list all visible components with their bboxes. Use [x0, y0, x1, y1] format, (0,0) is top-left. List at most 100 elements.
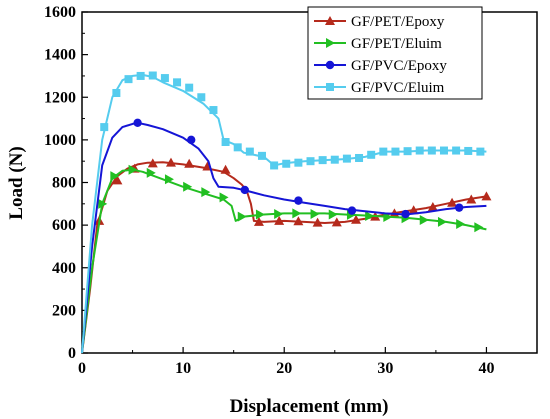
- data-point-gf-pvc-eluim: [403, 147, 412, 156]
- series-gf-pet-eluim: [81, 164, 487, 354]
- y-tick-label: 0: [68, 345, 76, 362]
- data-point-gf-pvc-eluim: [342, 154, 351, 163]
- data-point-gf-pet-eluim: [237, 211, 247, 222]
- data-point-gf-pet-epoxy: [147, 158, 158, 168]
- data-point-gf-pvc-eluim: [257, 151, 266, 160]
- data-point-gf-pet-epoxy: [466, 194, 477, 204]
- data-point-gf-pet-epoxy: [293, 216, 304, 226]
- data-point-gf-pet-eluim: [128, 164, 138, 175]
- data-point-gf-pvc-epoxy: [347, 206, 357, 215]
- data-point-gf-pet-eluim: [183, 181, 193, 192]
- legend-label: GF/PVC/Epoxy: [351, 58, 447, 74]
- x-tick-label: 30: [377, 360, 393, 377]
- series-gf-pvc-eluim: [81, 71, 487, 354]
- data-point-gf-pet-eluim: [419, 215, 429, 226]
- data-point-gf-pet-eluim: [274, 209, 284, 220]
- y-tick-label: 1000: [44, 132, 76, 149]
- data-point-gf-pet-eluim: [365, 210, 375, 221]
- data-point-gf-pvc-epoxy: [401, 209, 410, 219]
- data-point-gf-pvc-epoxy: [133, 118, 142, 128]
- data-point-gf-pvc-eluim: [221, 138, 230, 147]
- data-point-gf-pet-eluim: [456, 219, 466, 230]
- legend-entry-gf-pvc-eluim: GF/PVC/Eluim: [314, 80, 445, 96]
- data-point-gf-pet-eluim: [98, 198, 108, 209]
- y-axis-title: Load (N): [6, 146, 27, 219]
- series-line-gf-pet-epoxy: [81, 161, 487, 354]
- data-point-gf-pet-eluim: [383, 212, 393, 223]
- y-tick-label: 800: [52, 175, 76, 192]
- data-point-gf-pvc-eluim: [112, 88, 121, 97]
- data-point-gf-pvc-eluim: [136, 71, 145, 80]
- legend-marker: [325, 16, 335, 25]
- data-point-gf-pvc-eluim: [427, 146, 436, 155]
- x-tick-label: 10: [175, 360, 191, 377]
- legend-marker: [326, 38, 335, 48]
- data-point-gf-pvc-eluim: [476, 147, 485, 156]
- data-point-gf-pvc-eluim: [391, 147, 400, 156]
- data-point-gf-pvc-eluim: [197, 93, 206, 102]
- data-point-gf-pet-eluim: [255, 209, 265, 220]
- data-point-gf-pvc-eluim: [270, 161, 279, 170]
- data-point-gf-pvc-eluim: [306, 157, 315, 166]
- data-point-gf-pvc-epoxy: [187, 135, 196, 145]
- x-axis-title: Displacement (mm): [230, 396, 389, 417]
- data-point-gf-pvc-eluim: [379, 147, 388, 156]
- series-gf-pvc-epoxy: [81, 118, 487, 354]
- data-point-gf-pvc-eluim: [185, 83, 194, 92]
- data-point-gf-pet-eluim: [437, 216, 447, 227]
- y-tick-label: 1400: [44, 47, 76, 64]
- data-point-gf-pvc-eluim: [452, 146, 461, 155]
- data-point-gf-pvc-epoxy: [454, 203, 464, 212]
- data-point-gf-pet-eluim: [201, 187, 211, 198]
- data-point-gf-pvc-eluim: [124, 75, 133, 84]
- data-point-gf-pet-eluim: [474, 222, 484, 233]
- data-point-gf-pet-eluim: [164, 174, 174, 185]
- data-point-gf-pvc-eluim: [330, 155, 339, 164]
- data-point-gf-pet-eluim: [292, 208, 302, 219]
- y-tick-label: 400: [52, 260, 76, 277]
- legend-label: GF/PET/Epoxy: [351, 14, 445, 30]
- y-tick-label: 600: [52, 217, 76, 234]
- legend-entry-gf-pet-epoxy: GF/PET/Epoxy: [314, 14, 445, 30]
- data-point-gf-pvc-eluim: [173, 78, 182, 87]
- data-point-gf-pvc-eluim: [209, 106, 218, 115]
- data-point-gf-pet-epoxy: [331, 217, 342, 227]
- series-gf-pet-epoxy: [81, 157, 492, 354]
- data-point-gf-pvc-eluim: [233, 143, 242, 152]
- legend-entry-gf-pet-eluim: GF/PET/Eluim: [314, 36, 442, 52]
- legend-label: GF/PVC/Eluim: [351, 80, 445, 96]
- data-point-gf-pet-epoxy: [408, 205, 419, 215]
- y-tick-label: 1600: [44, 4, 76, 21]
- data-point-gf-pet-epoxy: [447, 197, 458, 207]
- data-point-gf-pvc-eluim: [415, 146, 424, 155]
- data-point-gf-pvc-eluim: [318, 156, 327, 165]
- data-point-gf-pvc-epoxy: [240, 185, 249, 195]
- data-point-gf-pet-eluim: [110, 171, 120, 182]
- data-point-gf-pvc-eluim: [148, 71, 157, 80]
- data-point-gf-pvc-eluim: [355, 153, 364, 162]
- data-point-gf-pet-eluim: [219, 192, 229, 203]
- data-point-gf-pet-eluim: [310, 209, 320, 220]
- legend-marker: [326, 83, 334, 91]
- legend-marker: [325, 60, 335, 70]
- legend: GF/PET/Epoxy GF/PET/Eluim GF/PVC/Epoxy GF/P…: [307, 6, 483, 100]
- x-tick-label: 20: [276, 360, 292, 377]
- series-line-gf-pet-eluim: [81, 168, 487, 354]
- data-point-gf-pet-epoxy: [253, 216, 264, 226]
- series-line-gf-pvc-epoxy: [81, 121, 487, 354]
- data-point-gf-pet-epoxy: [165, 157, 176, 167]
- x-tick-label: 0: [78, 360, 86, 377]
- data-point-gf-pet-epoxy: [481, 191, 492, 201]
- data-point-gf-pvc-eluim: [245, 147, 254, 156]
- data-point-gf-pvc-eluim: [160, 74, 169, 83]
- series-layer: [81, 71, 492, 354]
- data-point-gf-pet-epoxy: [351, 214, 362, 224]
- data-point-gf-pvc-eluim: [439, 146, 448, 155]
- x-tick-label: 40: [478, 360, 494, 377]
- data-point-gf-pet-epoxy: [184, 158, 195, 168]
- data-point-gf-pvc-eluim: [282, 159, 291, 168]
- data-point-gf-pet-epoxy: [274, 215, 285, 225]
- data-point-gf-pet-eluim: [146, 167, 156, 178]
